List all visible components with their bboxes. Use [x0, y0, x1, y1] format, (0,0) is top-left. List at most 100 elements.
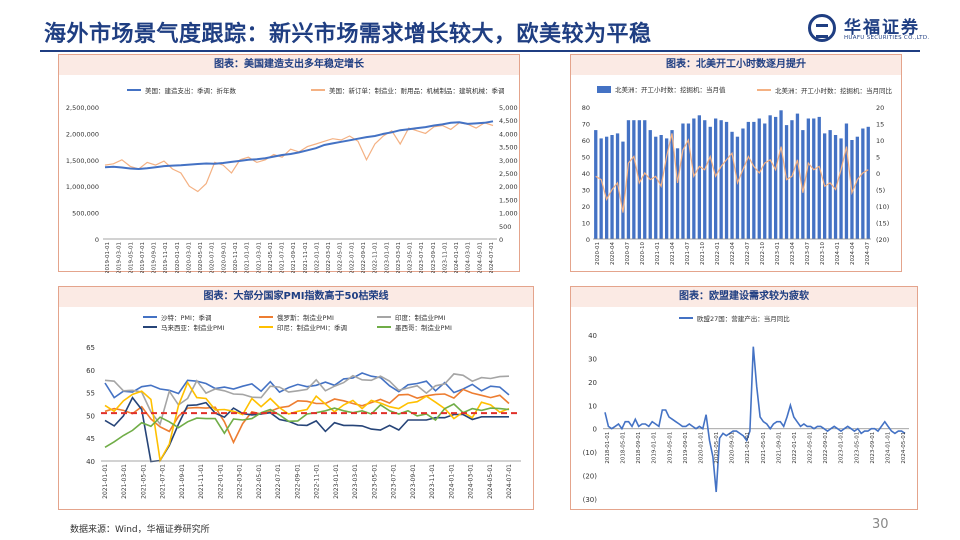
x-tick-label: 2019-05-01 — [128, 242, 134, 273]
series-line — [595, 133, 869, 213]
bar — [833, 135, 838, 239]
y-tick-label: 45 — [86, 435, 95, 443]
x-tick-label: 2020-03-01 — [186, 242, 192, 273]
x-tick-label: 2024-01-01 — [454, 242, 460, 273]
series-line — [104, 388, 510, 445]
y-tick-label: 65 — [86, 344, 95, 352]
bar — [790, 120, 794, 239]
y-tick-label: 0 — [586, 236, 590, 244]
x-tick-label: 2024-01-01 — [448, 464, 455, 499]
x-tick-label: 2024-07 — [865, 242, 871, 265]
y-tick-label: 2,000 — [499, 183, 518, 191]
x-tick-label: 2022-05-01 — [808, 432, 814, 464]
x-tick-label: 2022-01-01 — [314, 242, 320, 273]
x-tick-label: 2021-03-01 — [256, 242, 262, 273]
y-tick-label: 20 — [582, 203, 590, 211]
x-tick-label: 2020-07-01 — [210, 242, 216, 273]
y-tick-label: 30 — [582, 187, 590, 195]
page-title: 海外市场景气度跟踪：新兴市场需求增长较大，欧美较为平稳 — [44, 22, 652, 47]
chart-title: 图表：美国建造支出多年稳定增长 — [59, 55, 519, 75]
x-tick-label: 2023-01-01 — [384, 242, 390, 273]
x-tick-label: 2022-03-01 — [237, 464, 244, 499]
chart-panel-na-hours: 图表：北美开工小时数逐月提升 北美洲：开工小时数：挖掘机：当月值 北美洲：开工小时… — [570, 54, 902, 272]
x-tick-label: 2021-05-01 — [761, 432, 767, 464]
bar — [839, 138, 843, 239]
logo-mark-icon — [808, 14, 836, 42]
bar — [681, 123, 685, 239]
x-tick-label: 2020-01-01 — [175, 242, 181, 273]
x-tick-label: 2018-01-01 — [605, 432, 611, 464]
y-tick-label: 4,000 — [499, 130, 518, 138]
chart-panel-pmi: 图表：大部分国家PMI指数高于50枯荣线 沙特：PMI：季调 俄罗斯：制造业PMI… — [58, 286, 534, 510]
x-tick-label: 2022-01-01 — [792, 432, 798, 464]
x-tick-label: 2024-01-01 — [885, 432, 891, 464]
y-tick-label: 1,500 — [499, 196, 518, 204]
x-tick-label: 2019-09-01 — [152, 242, 158, 273]
x-tick-label: 2023-01-01 — [333, 464, 340, 499]
bar — [746, 121, 750, 239]
x-tick-label: 2021-04 — [670, 242, 676, 265]
x-tick-label: 2021-03-01 — [121, 464, 128, 499]
x-tick-label: 2019-03-01 — [117, 242, 123, 273]
y-tick-label: 20 — [876, 104, 884, 112]
x-tick-label: 2021-05-01 — [268, 242, 274, 273]
y-tick-label: 4,500 — [499, 117, 518, 125]
x-tick-label: 2022-07-01 — [349, 242, 355, 273]
legend-label: 沙特：PMI：季调 — [161, 313, 211, 322]
x-tick-label: 2021-07 — [685, 242, 691, 265]
x-tick-label: 2020-05-01 — [714, 432, 720, 464]
y-tick-label: 40 — [86, 458, 95, 466]
x-tick-label: 2021-09-01 — [179, 464, 186, 499]
x-tick-label: 2023-09-01 — [431, 242, 437, 273]
bar — [654, 136, 658, 239]
bar — [757, 118, 761, 239]
y-tick-label: 5 — [876, 154, 880, 162]
x-tick-label: 2019-01-01 — [652, 432, 658, 464]
legend-label: 欧盟27国：营建产出：当月同比 — [697, 314, 790, 323]
bar — [692, 118, 696, 239]
y-tick-label: 50 — [86, 412, 95, 420]
y-tick-label: (30) — [583, 496, 598, 504]
x-tick-label: 2023-05-01 — [854, 432, 860, 464]
chart-title: 图表：大部分国家PMI指数高于50枯荣线 — [59, 287, 533, 307]
series-line — [604, 346, 906, 493]
y-tick-label: 50 — [582, 154, 590, 162]
bar — [610, 135, 614, 239]
legend-label: 美国：新订单：制造业：耐用品：机械制品：建筑机械：季调 — [329, 86, 505, 95]
x-tick-label: 2021-01-01 — [102, 464, 109, 499]
chart-title: 图表：北美开工小时数逐月提升 — [571, 55, 901, 75]
x-tick-label: 2019-07-01 — [140, 242, 146, 273]
x-tick-label: 2022-01 — [715, 242, 721, 265]
x-tick-label: 2023-04 — [790, 242, 796, 265]
x-tick-label: 2022-09-01 — [361, 242, 367, 273]
x-tick-label: 2022-07 — [745, 242, 751, 265]
series-line — [104, 380, 510, 463]
legend-label: 北美洲：开工小时数：挖掘机：当月同比 — [775, 86, 893, 95]
legend-label: 俄罗斯：制造业PMI — [277, 313, 334, 322]
bar — [806, 118, 810, 239]
y-tick-label: 10 — [588, 402, 597, 410]
x-tick-label: 2021-11-01 — [303, 242, 309, 273]
bar — [844, 123, 849, 239]
x-tick-label: 2023-07-01 — [391, 464, 398, 499]
y-tick-label: 40 — [588, 332, 597, 340]
x-tick-label: 2021-01-01 — [245, 242, 251, 273]
chart-pmi: 沙特：PMI：季调 俄罗斯：制造业PMI 印度：制造业PMI 马来西亚：制造业PMI 印… — [86, 313, 521, 499]
x-tick-label: 2021-07-01 — [280, 242, 286, 273]
x-tick-label: 2020-10 — [640, 242, 646, 265]
legend-label: 印尼：制造业PMI：季调 — [277, 323, 347, 332]
chart-us-construction: 美国：建造支出：季调：折年数 美国：新订单：制造业：耐用品：机械制品：建筑机械：季… — [66, 86, 518, 273]
x-tick-label: 2024-03-01 — [468, 464, 475, 499]
legend-swatch — [597, 86, 611, 93]
brand-logo: 华福证券 HUAFU SECURITIES CO.,LTD. — [808, 10, 948, 46]
y-tick-label: 10 — [876, 137, 884, 145]
chart-na-hours: 北美洲：开工小时数：挖掘机：当月值 北美洲：开工小时数：挖掘机：当月同比 80 70 6… — [582, 85, 893, 265]
x-tick-label: 2018-09-01 — [636, 432, 642, 464]
bar — [801, 130, 805, 239]
x-tick-label: 2022-07-01 — [275, 464, 282, 499]
legend-label: 美国：建造支出：季调：折年数 — [145, 86, 237, 95]
y-tick-label: 20 — [588, 379, 597, 387]
y-tick-label: 0 — [593, 426, 597, 434]
bar — [779, 110, 783, 239]
y-tick-label: 10 — [582, 220, 590, 228]
